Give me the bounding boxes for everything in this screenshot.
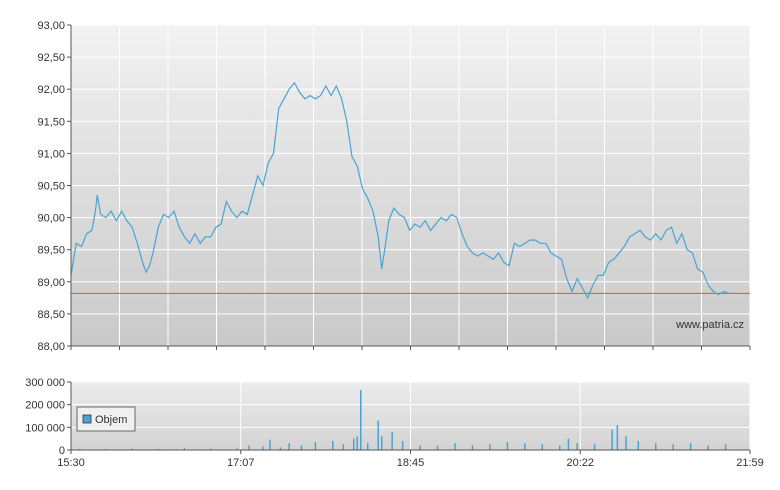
- x-tick-label: 18:45: [397, 457, 425, 469]
- price-y-tick-label: 88,50: [37, 309, 65, 321]
- legend-label: Objem: [95, 414, 127, 426]
- price-x-ticks: [70, 345, 751, 350]
- volume-panel: 300 000 200 000 100 000 0 15:30 17:07 18:45 20…: [25, 377, 764, 469]
- price-y-tick-label: 92,50: [37, 52, 65, 64]
- volume-y-tick-label: 0: [59, 445, 65, 457]
- volume-bars: [78, 389, 727, 450]
- price-y-tick-label: 91,00: [37, 148, 65, 160]
- price-y-tick-label: 93,00: [37, 20, 65, 32]
- price-y-tick-label: 91,50: [37, 116, 65, 128]
- volume-y-tick-label: 300 000: [25, 377, 65, 389]
- price-series-line: [70, 81, 730, 300]
- price-y-tick-label: 92,00: [37, 84, 65, 96]
- volume-y-tick-label: 100 000: [25, 422, 65, 434]
- x-tick-label: 21:59: [736, 457, 764, 469]
- x-tick-label: 15:30: [57, 457, 85, 469]
- volume-y-tick-label: 200 000: [25, 400, 65, 412]
- price-panel: 93,00 92,50 92,00 91,50 91,00 90,50 90,00 89,50…: [37, 20, 751, 353]
- x-tick-label: 17:07: [227, 457, 255, 469]
- price-y-tick-label: 90,00: [37, 213, 65, 225]
- price-y-tick-label: 90,50: [37, 181, 65, 193]
- legend: Objem: [76, 406, 136, 432]
- price-y-tick-label: 88,00: [37, 341, 65, 353]
- x-axis-labels: 15:30 17:07 18:45 20:22 21:59: [57, 450, 764, 469]
- legend-swatch: [82, 414, 92, 424]
- price-y-tick-label: 89,00: [37, 277, 65, 289]
- price-y-tick-label: 89,50: [37, 245, 65, 257]
- watermark: www.patria.cz: [675, 319, 744, 331]
- x-tick-label: 20:22: [566, 457, 594, 469]
- price-y-axis: 93,00 92,50 92,00 91,50 91,00 90,50 90,00 89,50…: [37, 20, 72, 353]
